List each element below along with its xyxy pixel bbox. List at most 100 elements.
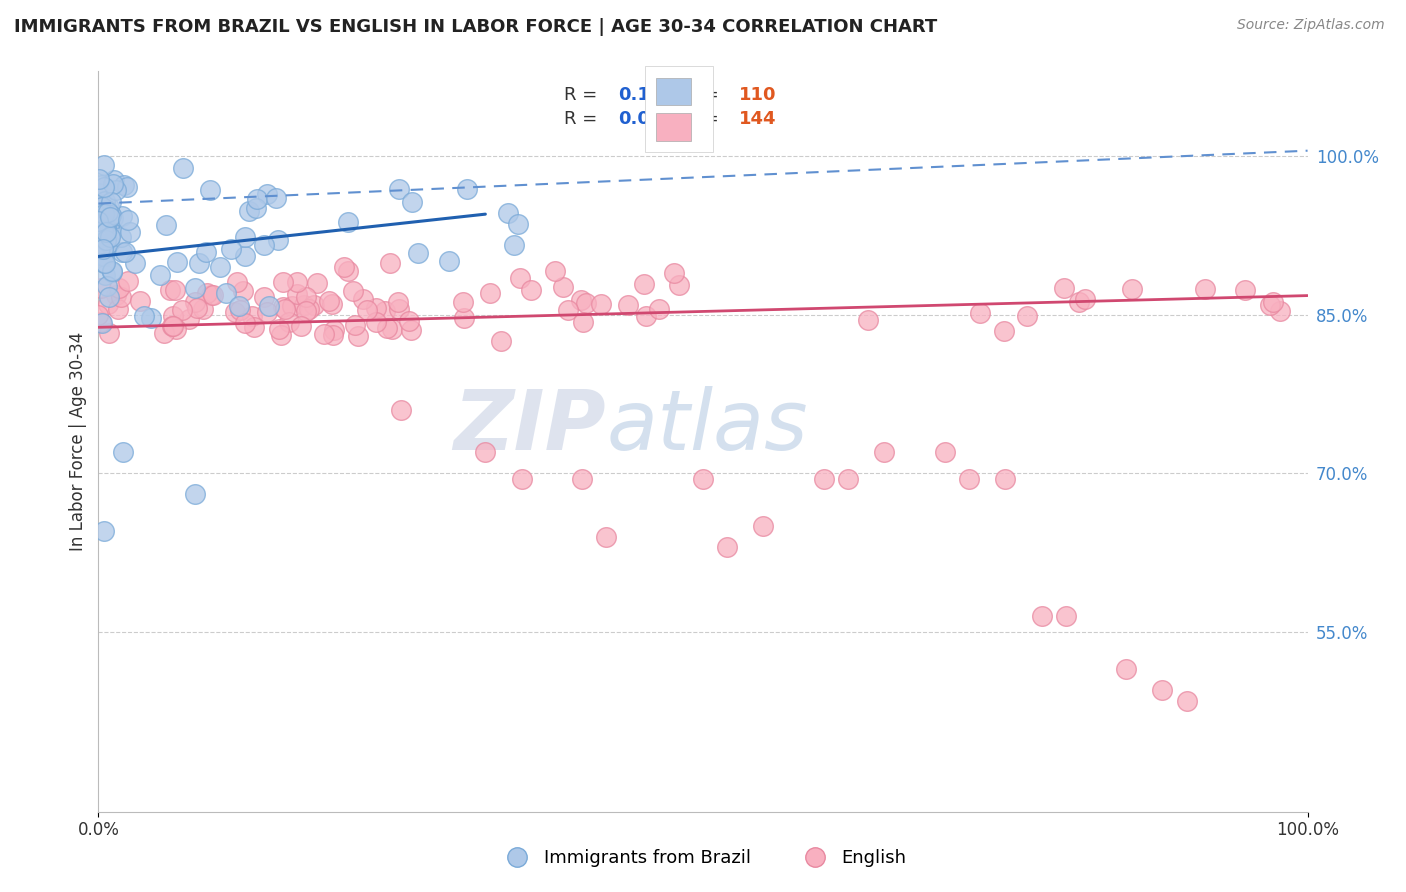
Point bbox=[544, 264, 567, 278]
Point bbox=[648, 302, 671, 317]
Point bbox=[94, 233, 117, 247]
Point bbox=[149, 268, 172, 283]
Point bbox=[1074, 292, 1097, 306]
Text: IMMIGRANTS FROM BRAZIL VS ENGLISH IN LABOR FORCE | AGE 30-34 CORRELATION CHART: IMMIGRANTS FROM BRAZIL VS ENGLISH IN LAB… bbox=[14, 18, 938, 36]
Point bbox=[87, 241, 110, 255]
Point bbox=[172, 161, 194, 175]
Point bbox=[510, 471, 533, 485]
Point bbox=[221, 242, 243, 256]
Text: atlas: atlas bbox=[606, 386, 808, 467]
Point bbox=[321, 297, 343, 311]
Point bbox=[295, 304, 318, 318]
Point bbox=[287, 275, 309, 289]
Point bbox=[295, 290, 318, 304]
Point bbox=[233, 316, 256, 330]
Point bbox=[90, 200, 112, 214]
Point bbox=[238, 204, 260, 219]
Point bbox=[1017, 310, 1039, 324]
Point bbox=[873, 445, 896, 459]
Point bbox=[270, 327, 292, 342]
Point bbox=[93, 524, 115, 539]
Point bbox=[195, 285, 218, 300]
Point bbox=[124, 255, 146, 269]
Point bbox=[184, 487, 207, 501]
Point bbox=[508, 217, 530, 231]
Point bbox=[595, 530, 617, 544]
Point bbox=[406, 246, 429, 260]
Point bbox=[1233, 283, 1256, 297]
Point bbox=[91, 219, 114, 234]
Point bbox=[141, 311, 163, 326]
Point bbox=[90, 178, 112, 192]
Point bbox=[633, 277, 655, 291]
Point bbox=[111, 445, 134, 459]
Point bbox=[91, 226, 114, 240]
Point bbox=[94, 223, 117, 237]
Point bbox=[333, 260, 356, 274]
Point bbox=[302, 298, 325, 312]
Point bbox=[93, 180, 115, 194]
Text: N =: N = bbox=[672, 86, 724, 104]
Point bbox=[93, 256, 115, 270]
Legend: Immigrants from Brazil, English: Immigrants from Brazil, English bbox=[492, 842, 914, 874]
Point bbox=[322, 323, 344, 337]
Point bbox=[225, 275, 247, 289]
Point bbox=[281, 299, 304, 313]
Point bbox=[575, 296, 598, 310]
Point bbox=[1069, 295, 1091, 310]
Point bbox=[177, 312, 200, 326]
Point bbox=[198, 183, 221, 197]
Point bbox=[352, 293, 374, 307]
Point bbox=[93, 218, 115, 232]
Point bbox=[195, 245, 218, 260]
Point bbox=[163, 283, 186, 297]
Point bbox=[277, 315, 299, 329]
Point bbox=[94, 204, 117, 219]
Point bbox=[374, 304, 396, 318]
Point bbox=[90, 314, 112, 328]
Point bbox=[856, 312, 879, 326]
Point bbox=[1175, 694, 1198, 708]
Point bbox=[94, 268, 117, 282]
Point bbox=[399, 323, 422, 337]
Point bbox=[664, 266, 686, 280]
Point bbox=[969, 306, 991, 320]
Point bbox=[232, 284, 254, 298]
Point bbox=[489, 334, 512, 349]
Point bbox=[668, 278, 690, 293]
Point bbox=[87, 213, 110, 227]
Point bbox=[290, 318, 312, 333]
Point bbox=[235, 230, 257, 244]
Point bbox=[100, 226, 122, 240]
Point bbox=[162, 309, 184, 323]
Point bbox=[91, 219, 114, 234]
Point bbox=[292, 297, 315, 311]
Point bbox=[439, 254, 461, 268]
Point bbox=[813, 471, 835, 485]
Point bbox=[342, 284, 364, 298]
Point bbox=[551, 279, 574, 293]
Point bbox=[91, 227, 114, 242]
Point bbox=[456, 182, 478, 196]
Point bbox=[112, 178, 135, 193]
Point bbox=[235, 249, 257, 263]
Point bbox=[91, 242, 114, 256]
Point bbox=[1258, 298, 1281, 312]
Point bbox=[87, 308, 110, 322]
Point bbox=[389, 402, 412, 417]
Text: N =: N = bbox=[672, 111, 724, 128]
Point bbox=[193, 301, 215, 316]
Point bbox=[318, 293, 340, 308]
Point bbox=[97, 290, 120, 304]
Y-axis label: In Labor Force | Age 30-34: In Labor Force | Age 30-34 bbox=[69, 332, 87, 551]
Point bbox=[271, 300, 294, 314]
Point bbox=[453, 294, 475, 309]
Point bbox=[692, 471, 714, 485]
Point bbox=[474, 445, 496, 459]
Point bbox=[90, 281, 112, 295]
Point bbox=[90, 249, 112, 263]
Point bbox=[264, 191, 287, 205]
Point bbox=[89, 241, 111, 255]
Point bbox=[132, 310, 155, 324]
Point bbox=[103, 173, 125, 187]
